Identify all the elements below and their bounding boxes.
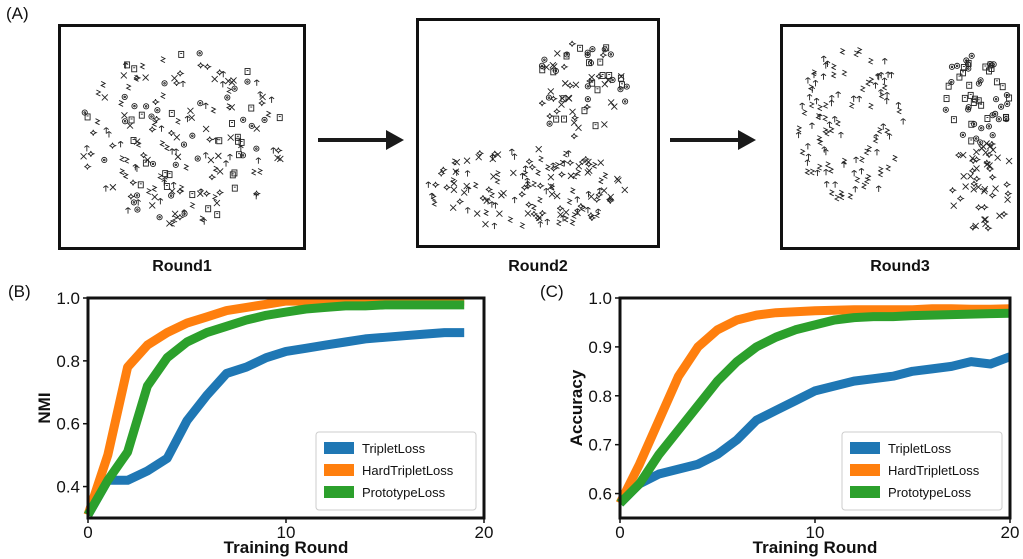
legend-swatch [324, 464, 354, 476]
y-axis-label: Accuracy [567, 369, 586, 446]
y-axis-label: NMI [35, 392, 54, 423]
x-tick-label: 20 [1001, 523, 1020, 542]
glyph-scatter [80, 50, 284, 227]
accuracy-line-chart: 0.6 0.7 0.8 0.9 1.0 0 10 20 Training Round Accura… [567, 289, 1020, 557]
series-line-PrototypeLoss [84, 300, 465, 518]
y-tick-label: 0.6 [56, 415, 80, 434]
arrow-right-icon [670, 130, 756, 150]
round2-label: Round2 [508, 258, 568, 275]
x-tick-label: 0 [615, 523, 624, 542]
series-line-HardTripletLoss [615, 304, 1011, 506]
x-tick-label: 20 [475, 523, 494, 542]
round1-label: Round1 [152, 258, 212, 275]
legend-label: TripletLoss [362, 441, 426, 456]
legend-swatch [850, 442, 880, 454]
panel-label-b: (B) [8, 282, 31, 301]
round1-embedding-plot [58, 24, 306, 250]
series-line-PrototypeLoss [616, 308, 1011, 507]
series-line-TripletLoss [616, 352, 1012, 507]
y-tick-label: 0.8 [56, 352, 80, 371]
y-tick-label: 1.0 [56, 289, 80, 308]
x-axis-label: Training Round [753, 538, 878, 557]
legend-label: PrototypeLoss [362, 485, 446, 500]
y-tick-label: 1.0 [588, 289, 612, 308]
y-tick-label: 0.7 [588, 436, 612, 455]
glyph-scatter [425, 40, 630, 230]
round3-label: Round3 [870, 258, 930, 275]
x-axis-label: Training Round [224, 538, 349, 557]
legend-swatch [324, 442, 354, 454]
legend-swatch [850, 464, 880, 476]
legend-label: HardTripletLoss [362, 463, 454, 478]
round2-embedding-plot [416, 18, 660, 248]
y-tick-label: 0.4 [56, 478, 80, 497]
y-tick-label: 0.9 [588, 338, 612, 357]
legend-label: TripletLoss [888, 441, 952, 456]
round3-embedding-plot [780, 24, 1020, 250]
x-tick-label: 10 [806, 523, 825, 542]
y-tick-label: 0.8 [588, 387, 612, 406]
x-tick-label: 0 [83, 523, 92, 542]
nmi-line-chart: 0.4 0.6 0.8 1.0 0 10 20 Training Round NMI Triple… [35, 289, 494, 557]
arrow-right-icon [318, 130, 404, 150]
legend-swatch [850, 486, 880, 498]
panel-label-a: (A) [6, 4, 29, 23]
panel-label-c: (C) [540, 282, 564, 301]
series-line-TripletLoss [84, 328, 465, 518]
legend-label: HardTripletLoss [888, 463, 980, 478]
y-tick-label: 0.6 [588, 485, 612, 504]
legend-box [315, 431, 477, 511]
x-tick-label: 10 [277, 523, 296, 542]
legend-swatch [324, 486, 354, 498]
legend-label: PrototypeLoss [888, 485, 972, 500]
glyph-scatter [795, 47, 1013, 232]
legend-box [841, 431, 1003, 511]
